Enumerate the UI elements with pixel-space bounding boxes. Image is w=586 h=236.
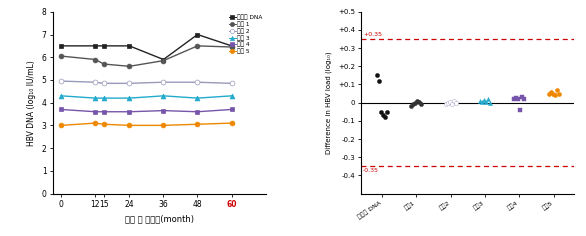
패널 5 (228, 122, 235, 125)
패널 3 (228, 94, 235, 97)
패널 1 (100, 63, 107, 65)
재조합 DNA (58, 44, 65, 47)
재조합 DNA (194, 33, 201, 36)
패널 3 (160, 94, 167, 97)
패널 2 (194, 81, 201, 84)
패널 5 (126, 124, 133, 127)
Line: 패널 1: 패널 1 (59, 43, 234, 69)
재조합 DNA (228, 44, 235, 47)
패널 1 (92, 58, 99, 61)
패널 5 (92, 122, 99, 125)
패널 3 (92, 97, 99, 100)
패널 1 (194, 44, 201, 47)
패널 2 (100, 82, 107, 85)
재조합 DNA (100, 44, 107, 47)
Text: -0.35: -0.35 (363, 168, 379, 173)
패널 2 (126, 82, 133, 85)
패널 2 (228, 82, 235, 85)
패널 2 (92, 81, 99, 84)
패널 4 (160, 109, 167, 112)
패널 1 (228, 46, 235, 48)
재조합 DNA (92, 44, 99, 47)
패널 4 (228, 108, 235, 111)
패널 3 (100, 97, 107, 100)
Y-axis label: Difference in HBV load (log₁₀): Difference in HBV load (log₁₀) (326, 51, 332, 154)
패널 4 (58, 108, 65, 111)
Line: 패널 2: 패널 2 (59, 79, 234, 86)
패널 5 (160, 124, 167, 127)
Y-axis label: HBV DNA (log₁₀ IU/mL): HBV DNA (log₁₀ IU/mL) (27, 60, 36, 146)
패널 2 (160, 81, 167, 84)
패널 1 (126, 65, 133, 68)
X-axis label: 제조 후 경과일(month): 제조 후 경과일(month) (125, 214, 194, 223)
패널 3 (126, 97, 133, 100)
Text: +0.35: +0.35 (363, 32, 382, 37)
패널 3 (58, 94, 65, 97)
패널 5 (194, 123, 201, 126)
Line: 재조합 DNA: 재조합 DNA (59, 32, 234, 62)
패널 5 (58, 124, 65, 127)
패널 3 (194, 97, 201, 100)
패널 2 (58, 80, 65, 83)
패널 4 (126, 110, 133, 113)
패널 1 (160, 59, 167, 62)
패널 4 (100, 110, 107, 113)
패널 4 (92, 110, 99, 113)
재조합 DNA (160, 58, 167, 61)
Line: 패널 4: 패널 4 (59, 107, 234, 114)
패널 5 (100, 123, 107, 126)
Line: 패널 5: 패널 5 (59, 121, 234, 128)
재조합 DNA (126, 44, 133, 47)
Line: 패널 3: 패널 3 (59, 93, 234, 101)
패널 1 (58, 55, 65, 58)
Legend: 재조합 DNA, 패널 1, 패널 2, 패널 3, 패널 4, 패널 5: 재조합 DNA, 패널 1, 패널 2, 패널 3, 패널 4, 패널 5 (229, 15, 263, 54)
패널 4 (194, 110, 201, 113)
